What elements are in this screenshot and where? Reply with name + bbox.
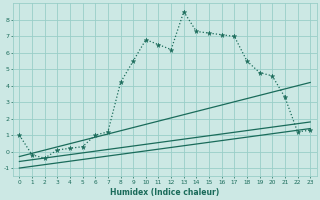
X-axis label: Humidex (Indice chaleur): Humidex (Indice chaleur) bbox=[110, 188, 220, 197]
